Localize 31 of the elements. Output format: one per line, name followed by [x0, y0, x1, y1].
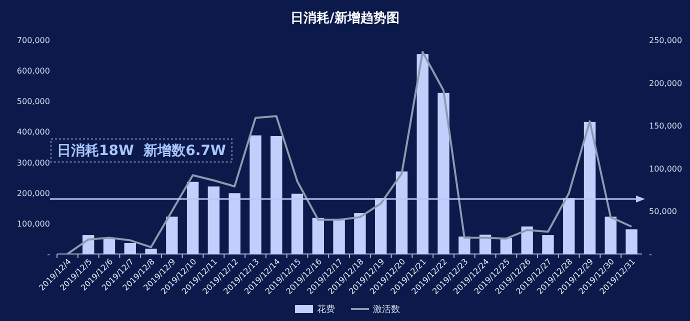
- bar: [458, 236, 470, 254]
- y2-tick-label: 50,000: [649, 207, 677, 216]
- y2-tick-label: 100,000: [649, 164, 682, 174]
- legend-label: 激活数: [373, 304, 400, 315]
- y-tick-label: 600,000: [16, 66, 50, 76]
- y-tick-label: 100,000: [16, 219, 50, 228]
- y-tick-label: 500,000: [16, 97, 50, 106]
- y2-tick-label: -: [649, 250, 652, 259]
- chart-title: 日消耗/新增趋势图: [290, 10, 400, 26]
- bar: [103, 238, 116, 254]
- bar: [312, 218, 324, 254]
- y-tick-label: 200,000: [16, 188, 50, 198]
- bar: [145, 248, 157, 254]
- bar: [604, 216, 617, 254]
- y2-tick-label: 250,000: [649, 36, 682, 45]
- bar: [166, 216, 178, 254]
- annotation: 日消耗18W 新增数6.7W: [57, 142, 226, 159]
- legend-label: 花费: [317, 304, 335, 315]
- bar: [626, 229, 638, 254]
- bar: [354, 213, 366, 254]
- y-tick-label: -: [47, 250, 50, 259]
- bar: [500, 238, 512, 254]
- bar: [542, 235, 554, 254]
- bar: [521, 226, 533, 254]
- bar: [124, 242, 136, 254]
- y-tick-label: 700,000: [16, 36, 50, 45]
- bar: [333, 220, 345, 254]
- y-tick-label: 300,000: [16, 158, 50, 168]
- y-tick-label: 400,000: [16, 128, 50, 137]
- y2-tick-label: 150,000: [649, 122, 682, 131]
- y2-tick-label: 200,000: [649, 78, 682, 88]
